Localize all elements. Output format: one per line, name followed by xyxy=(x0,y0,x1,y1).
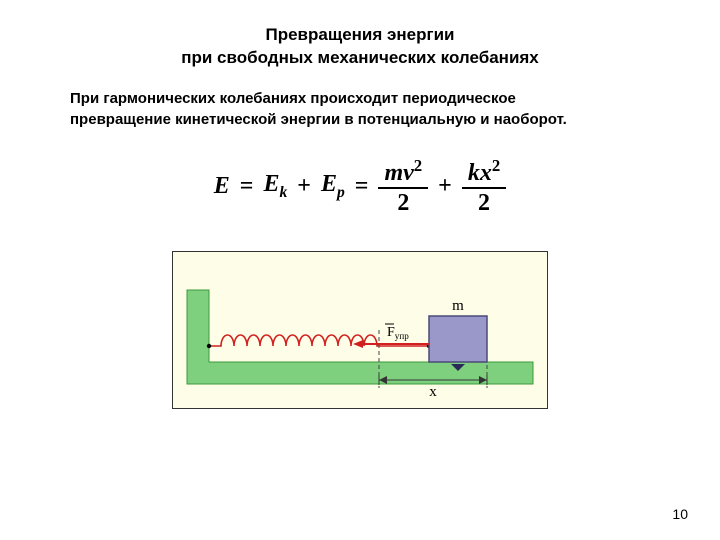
eq-E: E xyxy=(214,173,230,200)
page-number: 10 xyxy=(672,506,688,522)
eq-plus-2: + xyxy=(434,173,456,200)
subtitle-line-2: превращение кинетической энергии в потен… xyxy=(70,111,567,128)
eq-Ek: Ek xyxy=(263,171,287,202)
eq-potential-fraction: kx2 2 xyxy=(462,156,506,217)
title-line-2: при свободных механических колебаниях xyxy=(181,48,539,67)
slide-title: Превращения энергии при свободных механи… xyxy=(0,0,720,70)
diagram-svg: mFупрx xyxy=(173,252,547,408)
eq-equals-2: = xyxy=(351,173,373,200)
energy-equation: E = Ek + Ep = mv2 2 + kx2 2 xyxy=(0,130,720,217)
title-line-1: Превращения энергии xyxy=(266,25,455,44)
slide-subtitle: При гармонических колебаниях происходит … xyxy=(0,70,720,130)
eq-plus-1: + xyxy=(293,173,315,200)
eq-Ep: Ep xyxy=(321,171,345,202)
eq-equals-1: = xyxy=(236,173,258,200)
subtitle-line-1: При гармонических колебаниях происходит … xyxy=(70,90,516,107)
eq-kinetic-fraction: mv2 2 xyxy=(378,156,428,217)
svg-text:m: m xyxy=(452,298,464,314)
spring-mass-diagram: mFупрx xyxy=(172,251,548,409)
svg-text:x: x xyxy=(429,384,437,400)
